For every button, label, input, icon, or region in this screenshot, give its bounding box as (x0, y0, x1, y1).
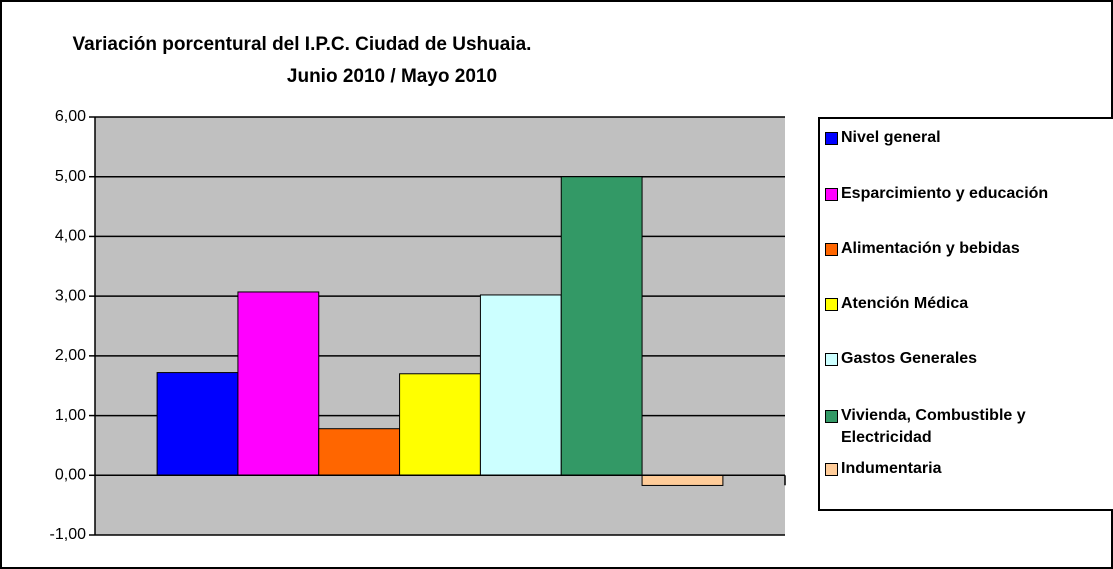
legend-swatch (825, 188, 838, 201)
legend-label: Indumentaria (841, 460, 942, 477)
legend-item: Esparcimiento y educación (825, 183, 1048, 205)
legend-item: Gastos Generales (825, 348, 977, 370)
legend-label: Esparcimiento y educación (841, 185, 1049, 202)
bar (237, 291, 320, 476)
bar (560, 176, 643, 476)
y-tick-label: 2,00 (55, 347, 86, 364)
legend-label: Alimentación y bebidas (841, 240, 1020, 257)
bar (479, 294, 562, 476)
y-tick-label: 0,00 (55, 467, 86, 484)
bar (156, 372, 239, 476)
y-tick-label: 5,00 (55, 168, 86, 185)
legend-label: Vivienda, Combustible y Electricidad (841, 407, 1026, 446)
legend-swatch (825, 463, 838, 476)
legend-label: Atención Médica (841, 295, 969, 312)
bar (399, 373, 481, 476)
bar (318, 428, 401, 476)
legend: Nivel general Esparcimiento y educación Al… (818, 117, 1113, 511)
chart-title: Variación porcentural del I.P.C. Ciudad … (73, 34, 532, 55)
legend-label: Gastos Generales (841, 350, 978, 367)
chart-subtitle: Junio 2010 / Mayo 2010 (287, 66, 497, 87)
y-tick-label: 4,00 (55, 228, 86, 245)
legend-swatch (825, 353, 838, 366)
legend-label: Nivel general (841, 129, 941, 146)
legend-item: Vivienda, Combustible y Electricidad (825, 405, 1113, 449)
legend-swatch (825, 243, 838, 256)
y-tick-label: 1,00 (55, 407, 86, 424)
legend-item: Alimentación y bebidas (825, 238, 1020, 260)
bar (641, 474, 724, 486)
legend-item: Indumentaria (825, 458, 941, 480)
y-tick-label: 3,00 (55, 287, 86, 304)
legend-item: Nivel general (825, 127, 941, 149)
legend-item: Atención Médica (825, 293, 968, 315)
y-tick-label: -1,00 (50, 526, 87, 543)
legend-swatch (825, 132, 838, 145)
legend-swatch (825, 298, 838, 311)
legend-swatch (825, 410, 838, 423)
y-tick-label: 6,00 (55, 108, 86, 125)
